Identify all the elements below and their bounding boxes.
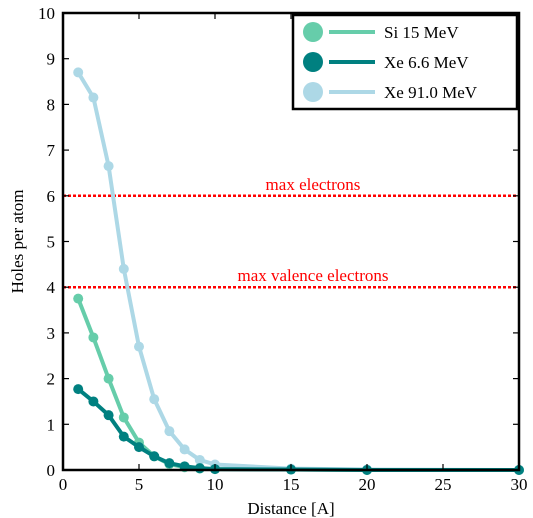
data-point <box>134 341 144 352</box>
series-line <box>76 297 519 472</box>
legend: Si 15 MeV Xe 6.6 MeV Xe 91.0 MeV <box>291 13 519 111</box>
legend-marker <box>303 82 323 102</box>
x-tick-label: 15 <box>283 475 300 494</box>
data-point <box>103 161 114 172</box>
data-point <box>88 396 99 407</box>
reference-line-label: max electrons <box>266 175 361 194</box>
x-tick-label: 5 <box>135 475 144 494</box>
x-tick-label: 25 <box>435 475 452 494</box>
data-point <box>164 426 175 437</box>
data-point <box>149 394 160 405</box>
data-point <box>164 458 175 469</box>
axis-ticks: 0 5 10 15 20 25 30 0 1 2 3 4 5 6 7 8 9 10 <box>38 4 528 494</box>
data-point <box>118 431 129 442</box>
y-axis-label: Holes per atom <box>8 190 27 294</box>
y-tick-label: 4 <box>47 278 56 297</box>
data-point <box>73 293 84 304</box>
y-tick-label: 1 <box>47 415 56 434</box>
data-point <box>73 67 84 78</box>
data-point <box>88 92 99 103</box>
data-point <box>118 263 129 274</box>
reference-lines: max electrons max valence electrons <box>63 175 519 289</box>
legend-label: Si 15 MeV <box>384 23 459 42</box>
series-line <box>76 387 519 472</box>
y-tick-label: 7 <box>47 141 56 160</box>
y-tick-label: 0 <box>47 461 56 480</box>
data-point <box>194 454 205 465</box>
y-tick-label: 2 <box>47 370 56 389</box>
y-tick-label: 3 <box>47 324 56 343</box>
reference-line-label: max valence electrons <box>237 266 388 285</box>
x-axis-label: Distance [A] <box>247 499 334 518</box>
y-tick-label: 5 <box>47 233 56 252</box>
x-tick-label: 20 <box>359 475 376 494</box>
data-point <box>73 384 84 395</box>
y-tick-label: 9 <box>47 50 56 69</box>
y-tick-label: 6 <box>47 187 56 206</box>
y-tick-label: 10 <box>38 4 55 23</box>
data-point <box>194 463 205 474</box>
series <box>73 384 524 475</box>
x-tick-label: 0 <box>59 475 68 494</box>
legend-label: Xe 91.0 MeV <box>384 83 478 102</box>
data-point <box>149 451 160 462</box>
data-point <box>179 444 190 455</box>
x-tick-label: 30 <box>511 475 528 494</box>
legend-marker <box>303 52 323 72</box>
data-point <box>103 410 114 421</box>
legend-label: Xe 6.6 MeV <box>384 53 469 72</box>
series-layer <box>73 67 524 475</box>
legend-marker <box>303 22 323 42</box>
x-tick-label: 10 <box>207 475 224 494</box>
data-point <box>134 442 144 453</box>
data-point <box>103 373 114 384</box>
data-point <box>118 412 129 423</box>
y-tick-label: 8 <box>47 95 56 114</box>
data-point <box>88 332 99 343</box>
